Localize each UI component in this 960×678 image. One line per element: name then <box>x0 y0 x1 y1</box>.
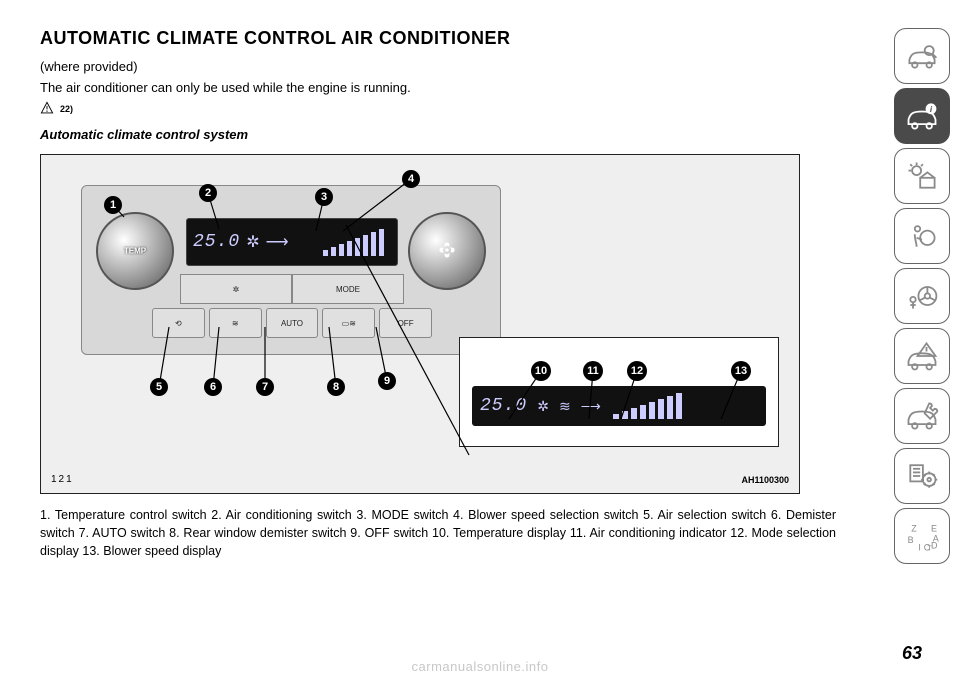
maintenance-icon[interactable] <box>894 388 950 444</box>
starting-driving-icon[interactable] <box>894 268 950 324</box>
index-icon[interactable]: ZEBAICDT <box>894 508 950 564</box>
svg-text:8: 8 <box>333 381 339 393</box>
mode-button[interactable]: MODE <box>292 274 404 304</box>
subtitle: (where provided) <box>40 59 836 74</box>
warning-ref-number: 22) <box>60 104 73 114</box>
knowing-your-car-icon[interactable] <box>894 28 950 84</box>
detail-airflow-icon: ⟶ <box>581 398 601 415</box>
svg-text:5: 5 <box>156 381 162 393</box>
svg-text:9: 9 <box>384 375 390 387</box>
button-row-lower: ⟲ ≋ AUTO ▭≋ OFF <box>152 308 432 338</box>
rear-demister-button[interactable]: ▭≋ <box>322 308 375 338</box>
auto-button[interactable]: AUTO <box>266 308 319 338</box>
airbag-icon[interactable] <box>894 208 950 264</box>
section-heading: Automatic climate control system <box>40 127 836 142</box>
warning-triangle-icon <box>40 101 54 117</box>
fan-icon <box>410 240 484 262</box>
temperature-dial[interactable]: TEMP <box>96 212 174 290</box>
tech-data-icon[interactable] <box>894 448 950 504</box>
svg-text:D: D <box>931 541 938 551</box>
lcd-display: 25.0 ✲ ⟶ <box>186 218 398 266</box>
warning-reference: 22) <box>40 101 836 117</box>
emergency-icon[interactable] <box>894 328 950 384</box>
svg-text:Z: Z <box>911 524 917 534</box>
safety-lights-icon[interactable] <box>894 148 950 204</box>
detail-blower-bars-icon <box>611 392 689 420</box>
button-row-upper: ✲ MODE <box>180 274 404 304</box>
temp-dial-label: TEMP <box>98 247 172 256</box>
off-button[interactable]: OFF <box>379 308 432 338</box>
blower-dial[interactable] <box>408 212 486 290</box>
climate-panel: TEMP 25.0 ✲ ⟶ <box>81 185 501 355</box>
page-title: AUTOMATIC CLIMATE CONTROL AIR CONDITIONE… <box>40 28 836 49</box>
detail-snowflake-icon: ✲ <box>537 398 549 415</box>
svg-text:6: 6 <box>210 381 216 393</box>
figure-legend: 1. Temperature control switch 2. Air con… <box>40 506 836 560</box>
figure: TEMP 25.0 ✲ ⟶ <box>40 154 800 494</box>
detail-temp-readout: 25.0 <box>480 396 527 416</box>
watermark: carmanualsonline.info <box>0 659 960 674</box>
air-selection-button[interactable]: ⟲ <box>152 308 205 338</box>
svg-text:E: E <box>931 524 937 534</box>
figure-code: AH1100300 <box>741 475 789 485</box>
display-detail-inset: 25.0 ✲ ≋ ⟶ <box>459 337 779 447</box>
svg-text:B: B <box>908 535 914 545</box>
airflow-icon: ⟶ <box>266 232 289 252</box>
ac-button[interactable]: ✲ <box>180 274 292 304</box>
section-sidebar: i ZEBAICDT <box>894 28 950 564</box>
dashboard-info-icon[interactable]: i <box>894 88 950 144</box>
detail-defrost-icon: ≋ <box>559 398 571 415</box>
svg-text:7: 7 <box>262 381 268 393</box>
svg-text:I: I <box>918 542 921 552</box>
blower-bars-icon <box>321 226 391 258</box>
figure-index: 121 <box>51 474 74 485</box>
detail-lcd: 25.0 ✲ ≋ ⟶ <box>472 386 766 426</box>
body-text: The air conditioner can only be used whi… <box>40 80 836 95</box>
svg-text:T: T <box>927 543 932 552</box>
demister-button[interactable]: ≋ <box>209 308 262 338</box>
temp-readout: 25.0 <box>193 232 240 252</box>
snowflake-icon: ✲ <box>246 232 259 252</box>
svg-text:4: 4 <box>408 173 415 185</box>
